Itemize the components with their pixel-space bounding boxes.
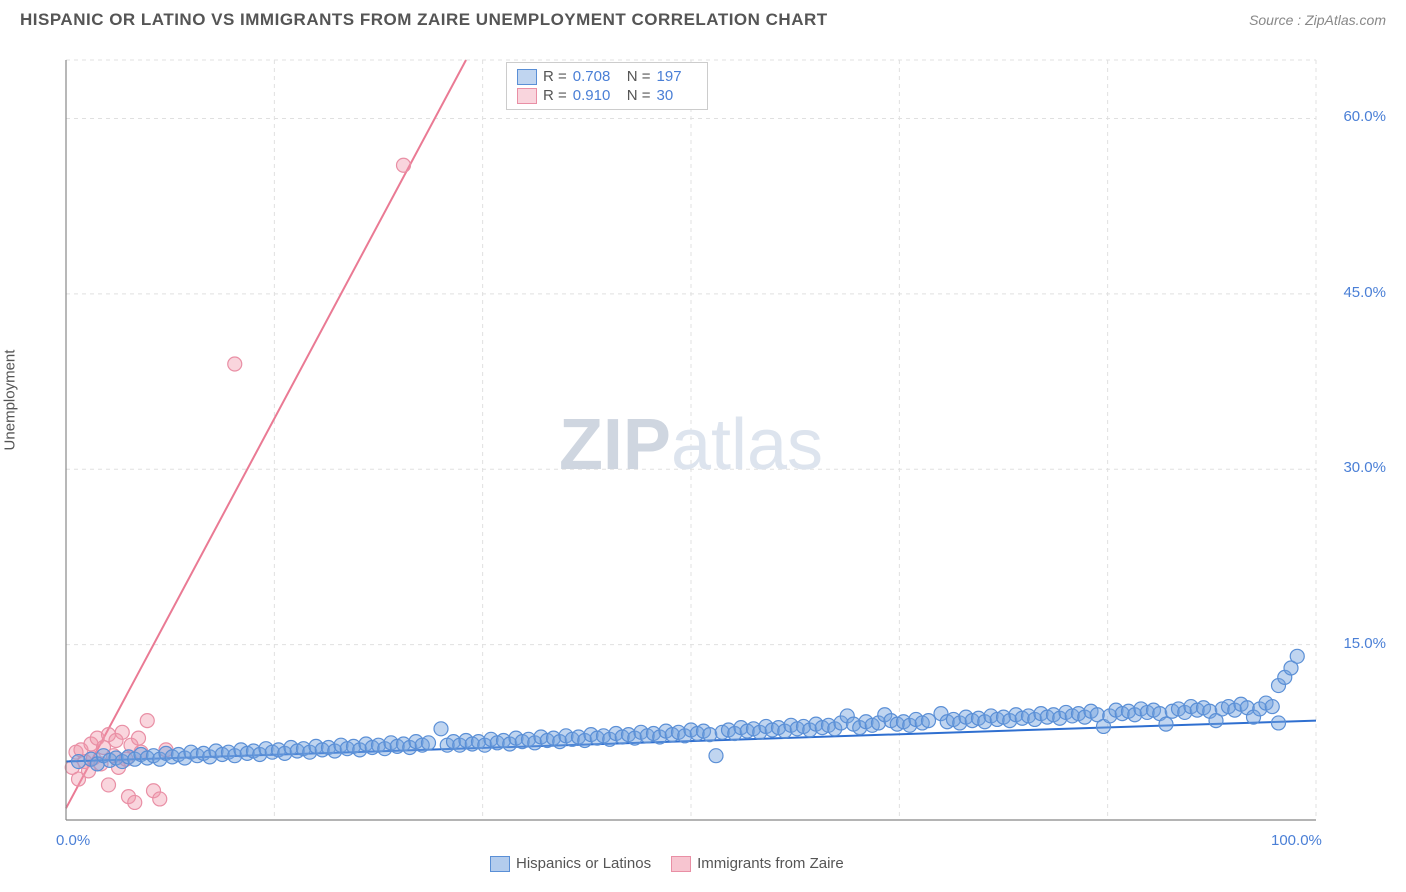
legend-n-label: N = <box>627 87 651 104</box>
chart-title: HISPANIC OR LATINO VS IMMIGRANTS FROM ZA… <box>20 10 828 30</box>
y-tick-label: 15.0% <box>1343 635 1386 652</box>
y-tick-label: 60.0% <box>1343 108 1386 125</box>
y-tick-label: 30.0% <box>1343 459 1386 476</box>
series-legend-label: Immigrants from Zaire <box>697 855 844 872</box>
chart-header: HISPANIC OR LATINO VS IMMIGRANTS FROM ZA… <box>0 0 1406 36</box>
legend-swatch <box>517 69 537 85</box>
x-tick-label: 0.0% <box>56 832 90 849</box>
legend-n-value: 197 <box>657 68 697 85</box>
legend-r-value: 0.910 <box>573 87 613 104</box>
legend-n-label: N = <box>627 68 651 85</box>
chart-area: ZIPatlas <box>46 40 1366 830</box>
y-axis-label: Unemployment <box>2 350 19 451</box>
series-legend-item: Immigrants from Zaire <box>671 855 844 872</box>
correlation-legend: R = 0.708 N = 197 R = 0.910 N = 30 <box>506 62 708 110</box>
legend-swatch <box>490 856 510 872</box>
x-tick-label: 100.0% <box>1271 832 1322 849</box>
plot-svg: ZIPatlas <box>46 40 1366 830</box>
y-tick-label: 45.0% <box>1343 284 1386 301</box>
series-legend-label: Hispanics or Latinos <box>516 855 651 872</box>
legend-n-value: 30 <box>657 87 697 104</box>
legend-swatch <box>517 88 537 104</box>
legend-row: R = 0.708 N = 197 <box>517 67 697 86</box>
legend-r-label: R = <box>543 68 567 85</box>
chart-source: Source : ZipAtlas.com <box>1249 12 1386 28</box>
legend-swatch <box>671 856 691 872</box>
series-legend: Hispanics or Latinos Immigrants from Zair… <box>490 855 844 872</box>
series-legend-item: Hispanics or Latinos <box>490 855 651 872</box>
legend-r-value: 0.708 <box>573 68 613 85</box>
legend-r-label: R = <box>543 87 567 104</box>
svg-text:ZIPatlas: ZIPatlas <box>559 405 823 485</box>
legend-row: R = 0.910 N = 30 <box>517 86 697 105</box>
